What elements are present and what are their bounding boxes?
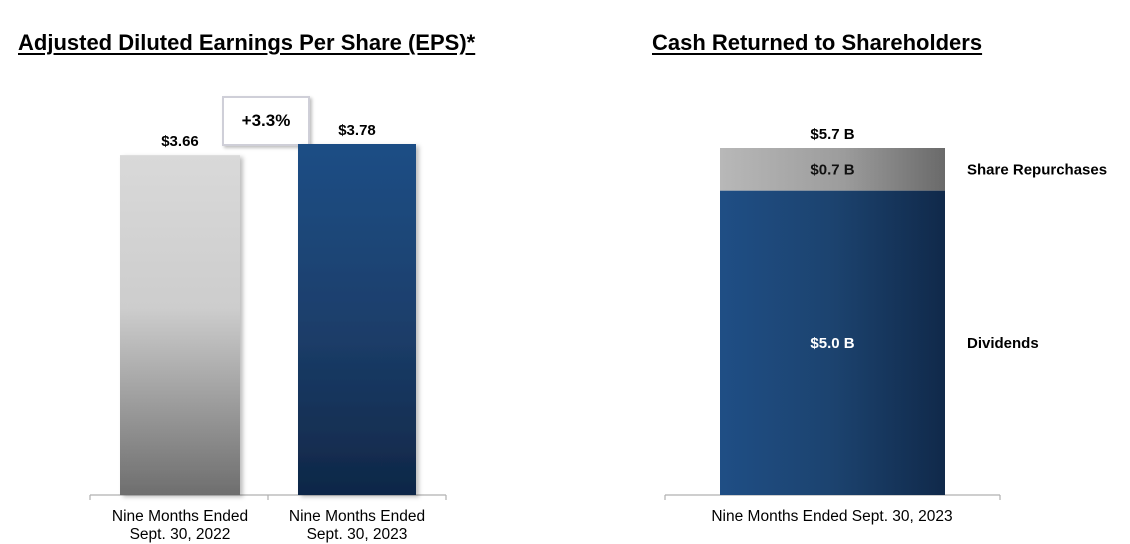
eps-category-label-2023-line2: Sept. 30, 2023 bbox=[307, 526, 408, 543]
eps-value-label-2023: $3.78 bbox=[338, 122, 376, 139]
eps-category-label-2022-line2: Sept. 30, 2022 bbox=[130, 526, 231, 543]
cash-total-label: $5.7 B bbox=[810, 126, 854, 143]
cash-bar-dividends bbox=[720, 190, 945, 496]
eps-category-label-2023-line1: Nine Months Ended bbox=[289, 508, 425, 525]
eps-bar-2022 bbox=[120, 155, 240, 495]
eps-category-label-2022-line1: Nine Months Ended bbox=[112, 508, 248, 525]
eps-chart-title: Adjusted Diluted Earnings Per Share (EPS… bbox=[18, 30, 476, 55]
cash-share-repurchases-value-label: $0.7 B bbox=[810, 161, 854, 178]
eps-value-label-2022: $3.66 bbox=[161, 133, 199, 150]
eps-chart: $3.66 $3.78 Nine Months Ended Sept. 30, … bbox=[89, 122, 447, 543]
cash-bar-share-repurchases bbox=[720, 148, 945, 191]
eps-change-callout: +3.3% bbox=[222, 96, 310, 146]
cash-chart-title: Cash Returned to Shareholders bbox=[652, 30, 983, 55]
cash-chart: $5.7 B $0.7 B $5.0 B Share Repurchases D… bbox=[664, 126, 1107, 525]
cash-dividends-value-label: $5.0 B bbox=[810, 335, 854, 352]
eps-change-label: +3.3% bbox=[241, 111, 291, 130]
legend-dividends: Dividends bbox=[967, 335, 1039, 352]
cash-category-label: Nine Months Ended Sept. 30, 2023 bbox=[711, 508, 952, 525]
legend-share-repurchases: Share Repurchases bbox=[967, 161, 1107, 178]
eps-bar-2023 bbox=[298, 144, 416, 495]
